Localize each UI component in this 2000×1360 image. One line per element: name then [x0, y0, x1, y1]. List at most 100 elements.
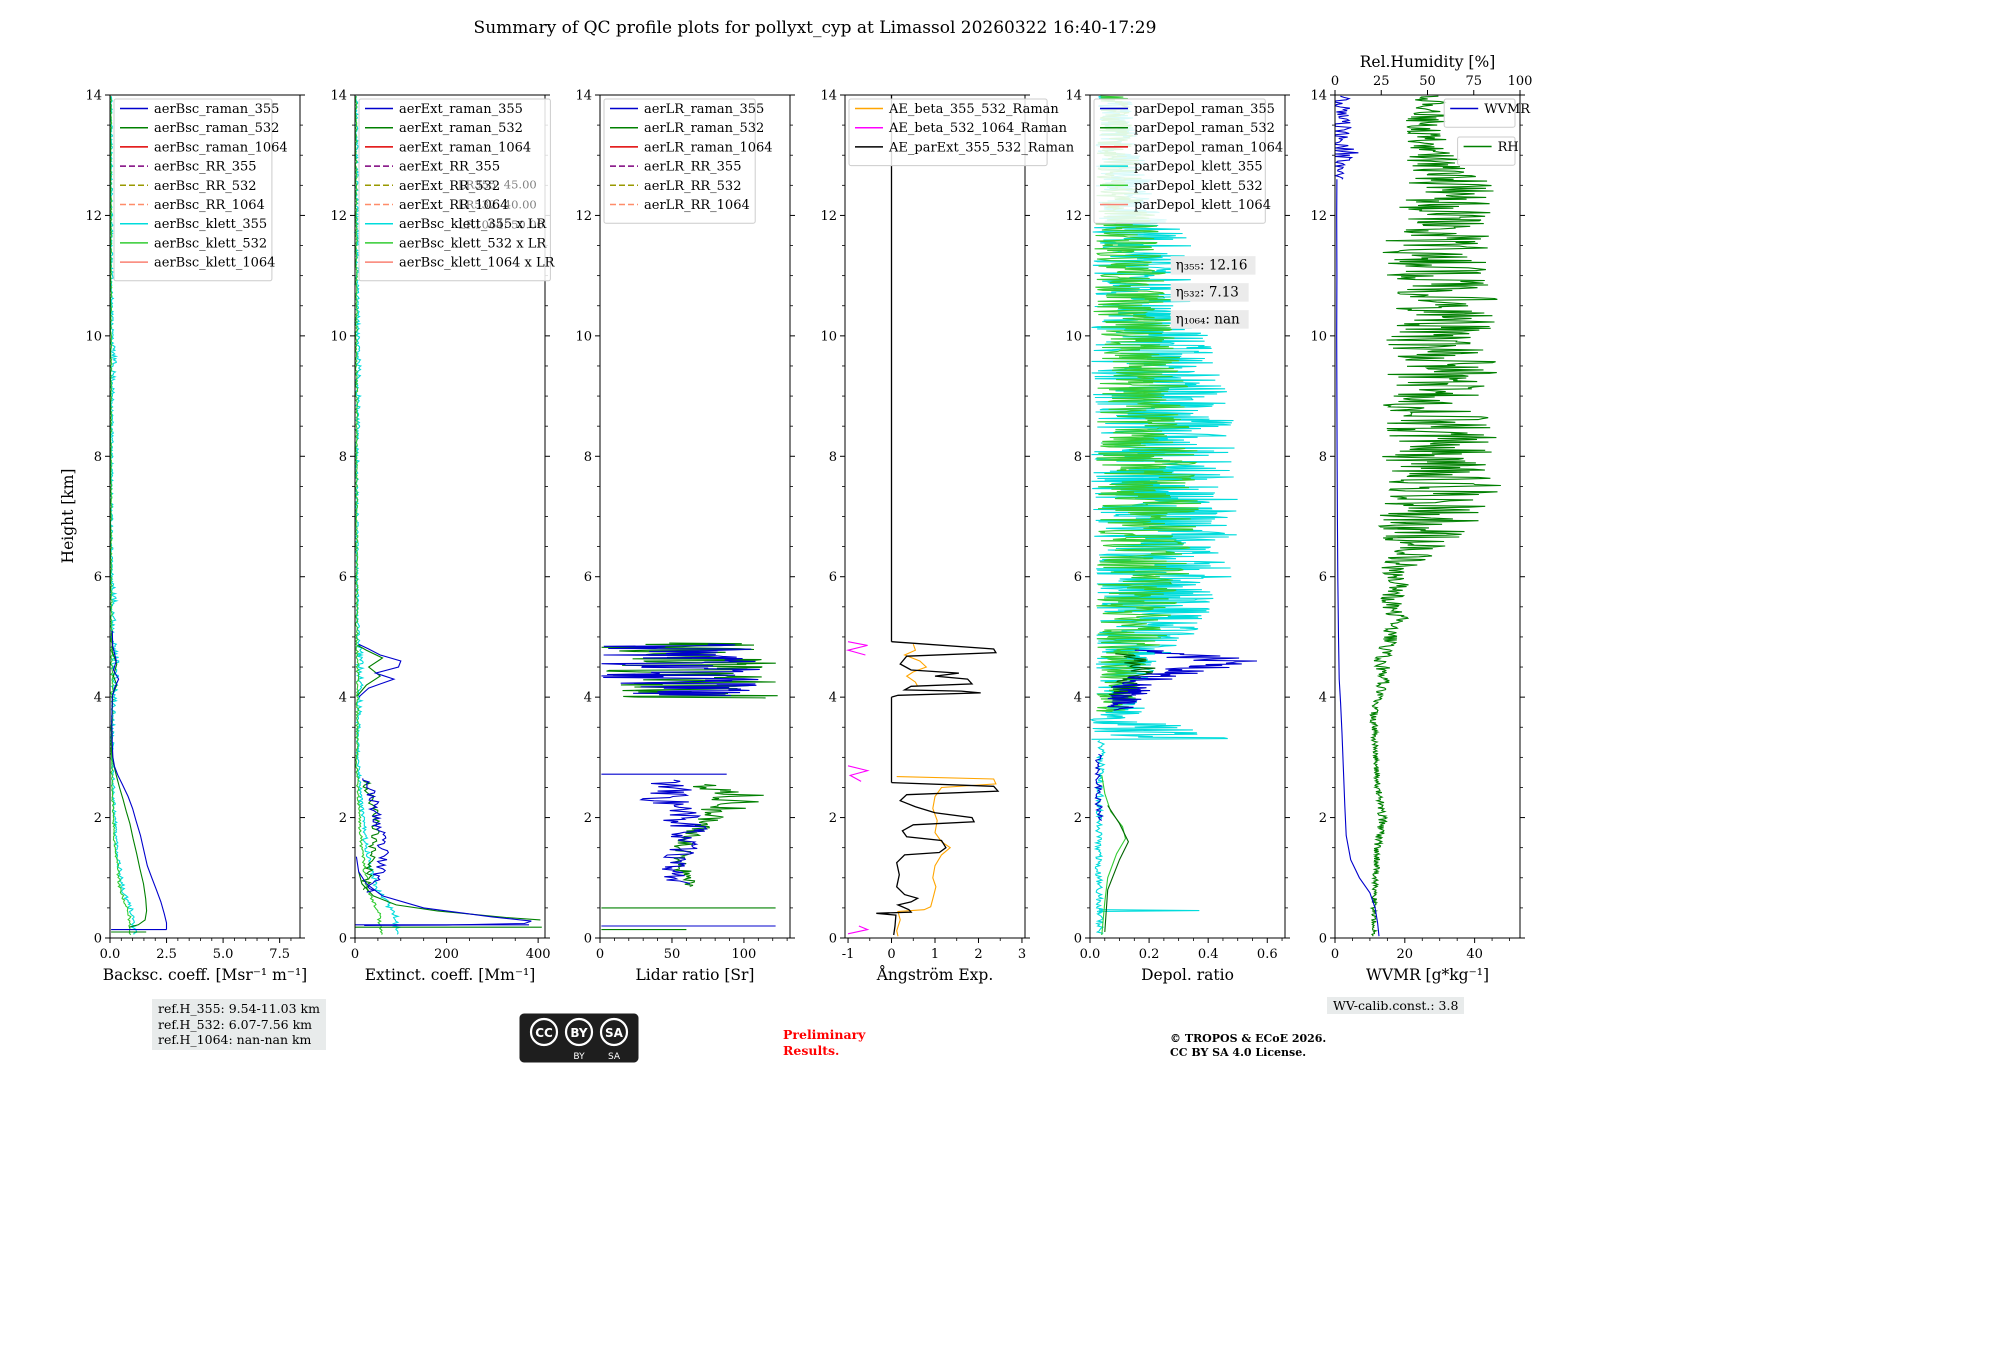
svg-text:aerBsc_klett_355: aerBsc_klett_355: [154, 217, 267, 232]
svg-text:η₃₅₅: 12.16: η₃₅₅: 12.16: [1176, 258, 1248, 274]
svg-text:aerExt_RR_1064: aerExt_RR_1064: [399, 198, 508, 213]
svg-text:75: 75: [1465, 74, 1482, 89]
svg-text:0.4: 0.4: [1198, 947, 1219, 962]
svg-text:0: 0: [94, 932, 102, 947]
series-aerExt_raman_532: [358, 871, 541, 921]
svg-text:LR532: 40.00: LR532: 40.00: [458, 197, 537, 211]
svg-text:0.2: 0.2: [1139, 947, 1160, 962]
svg-text:aerLR_raman_355: aerLR_raman_355: [644, 102, 764, 117]
svg-text:100: 100: [1508, 74, 1533, 89]
cc-circle-label: CC: [535, 1026, 553, 1040]
series-aerLR_raman_355_cloud: [601, 643, 760, 697]
legend-depol-0: parDepol_raman_355 parDepol_raman_532 parD…: [1093, 98, 1283, 224]
svg-text:4: 4: [829, 691, 837, 706]
svg-text:14: 14: [1065, 89, 1082, 104]
series-parDepol_klett_355_low: [1093, 740, 1106, 935]
svg-text:aerBsc_klett_532: aerBsc_klett_532: [154, 236, 267, 251]
svg-text:0: 0: [1331, 947, 1339, 962]
series-aerBsc_klett_532: [109, 96, 132, 936]
svg-text:50: 50: [664, 947, 681, 962]
svg-text:12: 12: [1065, 209, 1082, 224]
svg-text:aerBsc_RR_532: aerBsc_RR_532: [154, 179, 257, 194]
svg-text:12: 12: [1310, 209, 1327, 224]
svg-text:0: 0: [1331, 74, 1339, 89]
svg-text:14: 14: [330, 89, 347, 104]
figure-title: Summary of QC profile plots for pollyxt_…: [473, 18, 1157, 38]
panel-frame: [844, 94, 1026, 939]
legend-backscatter-0: aerBsc_raman_355 aerBsc_raman_532 aerBsc_r…: [113, 98, 288, 282]
svg-text:η₁₀₆₄: nan: η₁₀₆₄: nan: [1176, 312, 1240, 328]
svg-text:8: 8: [829, 450, 837, 465]
svg-text:aerBsc_RR_355: aerBsc_RR_355: [154, 160, 257, 175]
svg-text:η₅₃₂: 7.13: η₅₃₂: 7.13: [1176, 285, 1239, 301]
svg-text:12: 12: [820, 209, 837, 224]
svg-text:aerLR_raman_1064: aerLR_raman_1064: [644, 140, 773, 155]
panel-backscatter-series: [109, 96, 168, 936]
svg-text:10: 10: [85, 329, 102, 344]
svg-text:0: 0: [596, 947, 604, 962]
svg-text:6: 6: [584, 570, 592, 585]
svg-text:0: 0: [887, 947, 895, 962]
svg-text:4: 4: [1074, 691, 1082, 706]
svg-text:WVMR: WVMR: [1484, 102, 1531, 117]
series-aerBsc_raman_355: [111, 630, 168, 930]
svg-text:aerBsc_raman_1064: aerBsc_raman_1064: [154, 140, 288, 155]
series-WVMR_top: [1333, 95, 1359, 180]
series-AE_beta_532_1064_Raman: [847, 765, 870, 782]
svg-text:parDepol_klett_355: parDepol_klett_355: [1134, 160, 1263, 175]
svg-text:8: 8: [584, 450, 592, 465]
svg-text:-1: -1: [842, 947, 855, 962]
svg-text:2: 2: [974, 947, 982, 962]
series-AE_beta_532_1064_Raman: [847, 925, 870, 935]
svg-text:12: 12: [330, 209, 347, 224]
series-parDepol_klett_355_spike: [1098, 909, 1200, 913]
sa-sub-label: SA: [608, 1052, 621, 1062]
svg-text:8: 8: [339, 450, 347, 465]
svg-text:10: 10: [330, 329, 347, 344]
svg-text:2: 2: [339, 811, 347, 826]
svg-text:aerBsc_klett_355 x LR: aerBsc_klett_355 x LR: [399, 217, 547, 232]
legend-extinction-0: aerExt_raman_355 aerExt_raman_532 aerExt_r…: [358, 98, 556, 282]
svg-text:parDepol_klett_1064: parDepol_klett_1064: [1134, 198, 1271, 213]
svg-text:0: 0: [1319, 932, 1327, 947]
series-AE_parExt_355_532_Raman: [876, 781, 1000, 936]
svg-text:8: 8: [94, 450, 102, 465]
svg-text:aerBsc_raman_355: aerBsc_raman_355: [154, 102, 279, 117]
xlabel-angstrom: Ångström Exp.: [876, 966, 994, 984]
series-AE_parExt_355_532_Raman: [891, 641, 998, 698]
svg-text:2: 2: [584, 811, 592, 826]
svg-text:400: 400: [526, 947, 551, 962]
series-AE_beta_355_532_Raman: [896, 776, 997, 937]
ref-height-line: ref.H_532: 6.07-7.56 km: [158, 1016, 313, 1032]
svg-text:aerExt_raman_532: aerExt_raman_532: [399, 121, 523, 136]
svg-text:40: 40: [1466, 947, 1483, 962]
series-aerExt_raman_355: [355, 856, 532, 926]
legend-lidar_ratio-0: aerLR_raman_355 aerLR_raman_532 aerLR_rama…: [603, 98, 773, 224]
reference-height-annotation: ref.H_355: 9.54-11.03 km ref.H_532: 6.07…: [152, 999, 326, 1050]
svg-text:10: 10: [820, 329, 837, 344]
svg-text:AE_beta_355_532_Raman: AE_beta_355_532_Raman: [888, 102, 1059, 117]
series-aerExt_raman_355: [358, 643, 402, 698]
copyright-note: © TROPOS & ECoE 2026. CC BY SA 4.0 Licen…: [1170, 1032, 1327, 1060]
svg-text:aerBsc_raman_532: aerBsc_raman_532: [154, 121, 279, 136]
svg-text:0: 0: [1074, 932, 1082, 947]
cc-by-sa-badge: CC BY SA BY SA: [518, 1012, 640, 1068]
svg-text:0: 0: [829, 932, 837, 947]
series-parDepol_raman_355_low: [1093, 753, 1104, 822]
legend-wvmr_rh-1: RH: [1457, 136, 1519, 166]
legend-angstrom-0: AE_beta_355_532_Raman AE_beta_532_1064_Ra…: [848, 98, 1075, 167]
svg-text:12: 12: [575, 209, 592, 224]
svg-text:0.6: 0.6: [1257, 947, 1278, 962]
svg-text:10: 10: [1310, 329, 1327, 344]
svg-text:aerBsc_klett_532 x LR: aerBsc_klett_532 x LR: [399, 236, 547, 251]
series-aerBsc_raman_532: [111, 630, 148, 928]
by-sub-label: BY: [573, 1052, 585, 1062]
svg-text:2.5: 2.5: [156, 947, 177, 962]
svg-text:4: 4: [1319, 691, 1327, 706]
series-aerExt_raman_355_mid: [362, 778, 390, 893]
series-aerExt_raman_532_mid: [361, 780, 381, 891]
panel-extinction-series: [353, 95, 542, 935]
panel-angstrom-series: [845, 95, 1000, 937]
series-aerLR_raman_355_low: [639, 779, 709, 885]
